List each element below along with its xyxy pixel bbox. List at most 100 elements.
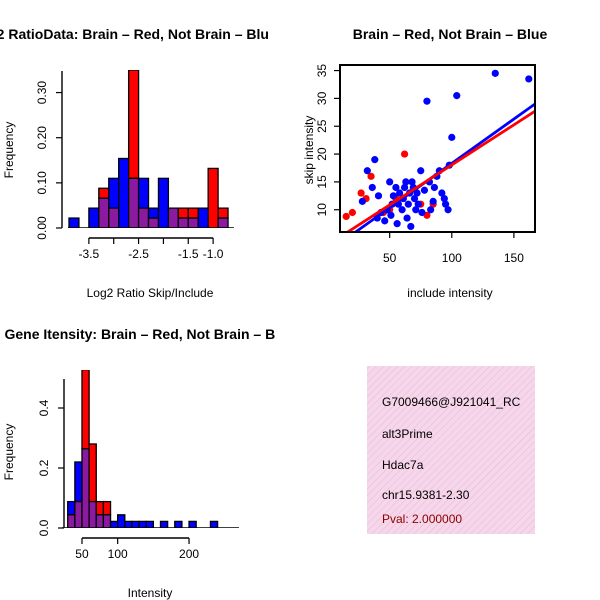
scatter-x-tick-label-1: 100 xyxy=(442,251,462,265)
scatter-point-not-brain-16 xyxy=(396,189,404,197)
histogram-2-y-tick-label-1: 0.2 xyxy=(37,459,51,476)
scatter-point-brain-4 xyxy=(367,172,375,180)
histogram-2-bar-top-13 xyxy=(159,520,169,528)
histogram-0-bar-top-4 xyxy=(108,177,120,209)
histogram-2-bar-overlap-5 xyxy=(102,514,112,528)
scatter-y-tick-label-4: 30 xyxy=(315,91,329,105)
histogram-2-bar-top-8 xyxy=(124,520,133,528)
histogram-0-bar-top-0 xyxy=(68,217,80,228)
histogram-0-bar-overlap-12 xyxy=(187,217,199,228)
scatter-y-tick-label-0: 10 xyxy=(315,203,329,217)
scatter-y-tick-label-5: 35 xyxy=(315,64,329,78)
histogram-0-x-tick-label-extra: -1.0 xyxy=(203,247,224,261)
histogram-0-bar-overlap-15 xyxy=(217,217,229,228)
scatter-point-not-brain-34 xyxy=(423,97,431,105)
histogram-0-y-tick-label-0: 0.00 xyxy=(35,216,49,240)
histogram-2-bar-overlap-0 xyxy=(67,514,76,528)
scatter-point-not-brain-29 xyxy=(413,189,421,197)
scatter-point-not-brain-46 xyxy=(448,133,456,141)
histogram-0-bar-overlap-7 xyxy=(137,207,150,228)
histogram-2-bar-overlap-2 xyxy=(81,448,90,528)
histogram-0-y-tick-label-2: 0.20 xyxy=(35,126,49,150)
ratio-histogram-title: Log2 RatioData: Brain – Red, Not Brain –… xyxy=(0,26,269,42)
histogram-2-bar-top-15 xyxy=(174,520,183,528)
histogram-2-x-tick-label-0: 50 xyxy=(75,547,89,561)
histogram-0-y-tick-label-3: 0.30 xyxy=(35,81,49,105)
ratio-histogram-x-label: Log2 Ratio Skip/Include xyxy=(87,286,214,300)
scatter-point-not-brain-31 xyxy=(417,167,425,175)
histogram-2-bar-top-3 xyxy=(88,443,97,503)
scatter-point-brain-2 xyxy=(357,189,365,197)
histogram-2-bar-top-10 xyxy=(138,520,147,528)
scatter-point-brain-1 xyxy=(348,208,357,217)
scatter-point-not-brain-13 xyxy=(392,183,400,192)
scatter-point-not-brain-33 xyxy=(420,186,429,194)
histogram-0-x-tick-label-2: -1.5 xyxy=(178,247,199,261)
scatter-point-not-brain-49 xyxy=(525,75,533,83)
histogram-0-bar-top-7 xyxy=(137,177,150,209)
intensity-histogram-bars xyxy=(62,370,239,528)
histogram-0-x-tick-label-1: -2.5 xyxy=(128,247,149,261)
histogram-0-x-tick-label-0: -3.5 xyxy=(79,247,100,261)
info-location: chr15.9381-2.30 xyxy=(382,488,470,502)
info-event-type: alt3Prime xyxy=(382,427,433,441)
scatter-x-label: include intensity xyxy=(407,286,492,300)
histogram-0-bar-top-15 xyxy=(217,207,229,219)
intensity-histogram-ticks: 50 100 200 0.0 0.2 0.4 xyxy=(37,399,199,561)
histogram-2-bar-overlap-4 xyxy=(95,514,105,528)
histogram-0-bar-top-5 xyxy=(118,157,130,228)
histogram-2-bar-top-2 xyxy=(81,370,90,450)
scatter-point-not-brain-44 xyxy=(444,206,452,214)
histogram-0-bar-overlap-3 xyxy=(98,197,110,228)
scatter-point-not-brain-14 xyxy=(393,220,401,228)
histogram-0-bar-top-11 xyxy=(177,207,189,219)
histogram-2-bar-top-4 xyxy=(95,500,105,516)
scatter-fit-line-brain xyxy=(345,110,535,232)
scatter-y-tick-label-1: 15 xyxy=(315,175,329,189)
scatter-point-not-brain-22 xyxy=(404,200,412,208)
ratio-histogram-y-label: Frequency xyxy=(2,122,16,179)
scatter-point-not-brain-1 xyxy=(363,167,371,175)
histogram-2-y-tick-label-0: 0.0 xyxy=(37,519,51,536)
scatter-point-not-brain-42 xyxy=(440,195,448,203)
scatter-point-not-brain-36 xyxy=(427,206,435,214)
scatter-point-brain-8 xyxy=(400,150,409,158)
intensity-histogram-panel: Mean Gene Itensity: Brain – Red, Not Bra… xyxy=(0,326,275,600)
info-panel-hatching xyxy=(367,366,535,534)
histogram-0-bar-top-14 xyxy=(207,167,219,228)
scatter-point-not-brain-20 xyxy=(402,178,410,186)
histogram-0-bar-overlap-8 xyxy=(147,217,160,228)
info-panel: G7009466@J921041_RC alt3Prime Hdac7a chr… xyxy=(367,366,535,534)
scatter-point-not-brain-19 xyxy=(400,183,409,192)
histogram-0-bar-top-13 xyxy=(197,207,209,228)
scatter-point-not-brain-10 xyxy=(387,211,395,219)
histogram-2-x-tick-label-1: 100 xyxy=(108,547,128,561)
histogram-2-bar-top-6 xyxy=(109,520,119,528)
intensity-histogram-x-label: Intensity xyxy=(128,586,173,600)
scatter-title: Brain – Red, Not Brain – Blue xyxy=(353,26,548,42)
histogram-0-bar-top-8 xyxy=(147,207,160,219)
histogram-2-bar-top-7 xyxy=(117,514,126,528)
histogram-0-y-tick-label-1: 0.10 xyxy=(35,171,49,195)
info-probe-id: G7009466@J921041_RC xyxy=(382,395,521,409)
info-pval: Pval: 2.000000 xyxy=(382,512,462,526)
scatter-point-not-brain-25 xyxy=(408,178,416,186)
scatter-point-not-brain-41 xyxy=(438,189,446,197)
ratio-histogram-ticks: -3.5 -2.5 -1.5 -1.0 0.00 0.10 0.20 0.30 xyxy=(35,81,224,261)
scatter-point-not-brain-2 xyxy=(368,183,376,192)
histogram-2-y-tick-label-2: 0.4 xyxy=(37,399,51,416)
scatter-point-not-brain-47 xyxy=(453,92,461,100)
scatter-y-tick-label-2: 20 xyxy=(315,147,329,161)
histogram-0-bar-overlap-10 xyxy=(167,207,179,228)
intensity-histogram-y-label: Frequency xyxy=(2,424,16,481)
histogram-0-bar-overlap-11 xyxy=(177,217,189,228)
scatter-points xyxy=(342,69,535,232)
histogram-0-bar-overlap-4 xyxy=(108,207,120,228)
scatter-point-not-brain-12 xyxy=(389,192,398,200)
scatter-ticks: 50 100 150 10 15 20 25 30 35 xyxy=(315,64,524,265)
scatter-frame xyxy=(339,64,536,233)
scatter-point-not-brain-9 xyxy=(386,178,394,186)
scatter-x-tick-label-0: 50 xyxy=(383,251,397,265)
scatter-point-not-brain-38 xyxy=(430,183,438,192)
info-gene: Hdac7a xyxy=(382,458,424,472)
